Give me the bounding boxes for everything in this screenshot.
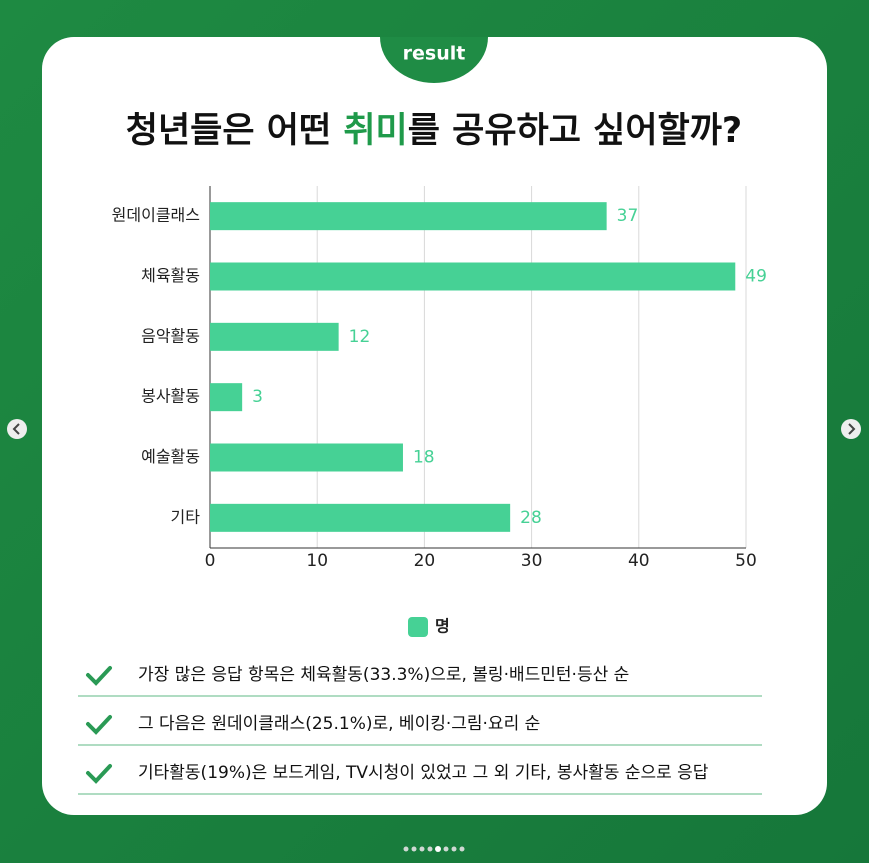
bar xyxy=(210,503,511,532)
y-tick-label: 기타 xyxy=(171,507,201,526)
value-label: 28 xyxy=(520,508,542,528)
x-tick-label: 20 xyxy=(414,551,436,571)
card xyxy=(42,37,827,815)
value-label: 12 xyxy=(349,327,371,347)
check-icon xyxy=(86,666,112,686)
note: 기타활동(19%)은 보드게임, TV시청이 있었고 그 외 기타, 봉사활동 … xyxy=(138,763,709,783)
y-tick-label: 봉사활동 xyxy=(141,387,200,406)
prev-button[interactable] xyxy=(7,419,27,439)
y-tick-label: 예술활동 xyxy=(141,447,200,466)
value-label: 3 xyxy=(252,387,263,407)
x-tick-label: 40 xyxy=(628,551,650,571)
x-tick-label: 50 xyxy=(735,551,757,571)
note: 그 다음은 원데이클래스(25.1%)로, 베이킹·그림·요리 순 xyxy=(138,714,540,734)
value-label: 37 xyxy=(617,206,639,226)
bar xyxy=(210,262,736,291)
legend-swatch xyxy=(408,617,428,637)
value-label: 18 xyxy=(413,448,435,468)
y-tick-label: 체육활동 xyxy=(141,266,200,285)
bar xyxy=(210,383,243,412)
badge: result xyxy=(403,43,466,65)
badge-shape xyxy=(380,37,488,83)
chart-title: 청년들은 어떤 취미를 공유하고 싶어할까? xyxy=(126,111,742,151)
bar xyxy=(210,322,339,351)
title-part: 를 공유하고 싶어할까? xyxy=(408,111,742,151)
check-icon xyxy=(86,715,112,735)
page-dots xyxy=(403,846,465,852)
title-part: 청년들은 어떤 xyxy=(126,111,344,151)
note: 가장 많은 응답 항목은 체육활동(33.3%)으로, 볼링·배드민턴·등산 순 xyxy=(138,665,629,685)
x-tick-label: 10 xyxy=(306,551,328,571)
x-tick-label: 0 xyxy=(205,551,216,571)
bar xyxy=(210,202,607,231)
check-icon xyxy=(86,764,112,784)
title-part: 취미 xyxy=(343,111,407,151)
x-tick-label: 30 xyxy=(521,551,543,571)
y-tick-label: 원데이클래스 xyxy=(112,206,200,225)
bar xyxy=(210,443,403,472)
legend-label: 명 xyxy=(435,617,450,636)
value-label: 49 xyxy=(745,267,767,287)
next-button[interactable] xyxy=(841,419,861,439)
y-tick-label: 음악활동 xyxy=(141,326,200,345)
